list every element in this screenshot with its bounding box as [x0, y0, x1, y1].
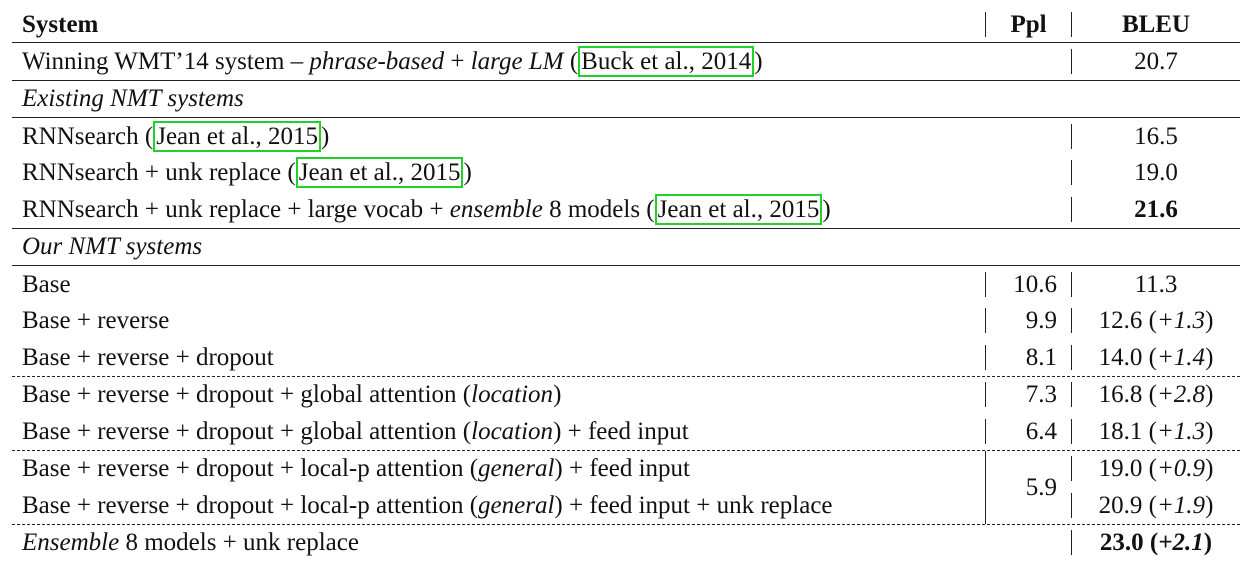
ppl-cell: 9.9 [985, 308, 1071, 334]
bleu-cell: 19.0 (+0.9) [1071, 456, 1240, 482]
results-table: System Ppl BLEU Winning WMT’14 system – … [12, 6, 1240, 561]
bleu-cell: 16.5 [1071, 123, 1240, 149]
header-system: System [22, 10, 99, 38]
bleu-cell: 21.6 [1071, 196, 1240, 222]
ppl-cell: 10.6 [985, 271, 1071, 297]
system-cell: RNNsearch (Jean et al., 2015) [22, 120, 330, 152]
table-row: Base + reverse + dropout + local-p atten… [12, 487, 1240, 524]
header-ppl: Ppl [985, 11, 1071, 37]
citation-link[interactable]: Buck et al., 2014 [578, 45, 755, 77]
system-cell: Base + reverse [22, 307, 170, 335]
table-row: Base + reverse + dropout + local-p atten… [12, 451, 1240, 488]
citation-link[interactable]: Jean et al., 2015 [295, 157, 464, 189]
table-row: Base + reverse + dropout 8.1 14.0 (+1.4) [12, 339, 1240, 376]
bleu-cell: 11.3 [1071, 271, 1240, 297]
local-attention-group: 5.9 Base + reverse + dropout + local-p a… [12, 449, 1240, 524]
table-row: Base 10.6 11.3 [12, 265, 1240, 303]
bleu-cell: 18.1 (+1.3) [1071, 418, 1240, 444]
ppl-cell-merged: 5.9 [985, 450, 1071, 524]
citation-link[interactable]: Jean et al., 2015 [654, 193, 823, 225]
ppl-cell: 7.3 [985, 382, 1071, 408]
ppl-cell: 6.4 [985, 418, 1071, 444]
system-cell: Base + reverse + dropout + local-p atten… [22, 455, 691, 483]
system-cell: RNNsearch + unk replace + large vocab + … [22, 193, 831, 225]
system-cell: RNNsearch + unk replace (Jean et al., 20… [22, 157, 472, 189]
system-cell: Base + reverse + dropout + global attent… [22, 417, 689, 445]
system-cell: Base [22, 270, 71, 298]
system-cell: Base + reverse + dropout [22, 343, 274, 371]
bleu-cell: 20.7 [1071, 48, 1240, 74]
system-cell: Ensemble 8 models + unk replace [22, 529, 359, 557]
system-cell: Base + reverse + dropout + global attent… [22, 381, 562, 409]
system-cell: Base + reverse + dropout + local-p atten… [22, 491, 833, 519]
table-row: RNNsearch + unk replace (Jean et al., 20… [12, 155, 1240, 192]
table-row: RNNsearch (Jean et al., 2015) 16.5 [12, 117, 1240, 155]
citation-link[interactable]: Jean et al., 2015 [153, 120, 321, 152]
bleu-cell: 16.8 (+2.8) [1071, 382, 1240, 408]
section-heading-existing: Existing NMT systems [12, 79, 1240, 118]
bleu-cell: 12.6 (+1.3) [1071, 308, 1240, 334]
table-row: Ensemble 8 models + unk replace 23.0 (+2… [12, 523, 1240, 562]
table-row: Base + reverse + dropout + global attent… [12, 413, 1240, 450]
table-row: Base + reverse + dropout + global attent… [12, 375, 1240, 414]
section-heading-ours: Our NMT systems [12, 227, 1240, 266]
ppl-cell: 8.1 [985, 344, 1071, 370]
system-cell: Winning WMT’14 system – phrase-based + l… [22, 45, 763, 77]
bleu-cell: 23.0 (+2.1) [1071, 530, 1240, 556]
bleu-cell: 19.0 [1071, 160, 1240, 186]
table-row: Base + reverse 9.9 12.6 (+1.3) [12, 303, 1240, 340]
table-row: Winning WMT’14 system – phrase-based + l… [12, 42, 1240, 80]
header-bleu: BLEU [1071, 11, 1240, 37]
table-row: RNNsearch + unk replace + large vocab + … [12, 191, 1240, 228]
bleu-cell: 14.0 (+1.4) [1071, 344, 1240, 370]
bleu-cell: 20.9 (+1.9) [1071, 492, 1240, 518]
table-header-row: System Ppl BLEU [12, 6, 1240, 42]
